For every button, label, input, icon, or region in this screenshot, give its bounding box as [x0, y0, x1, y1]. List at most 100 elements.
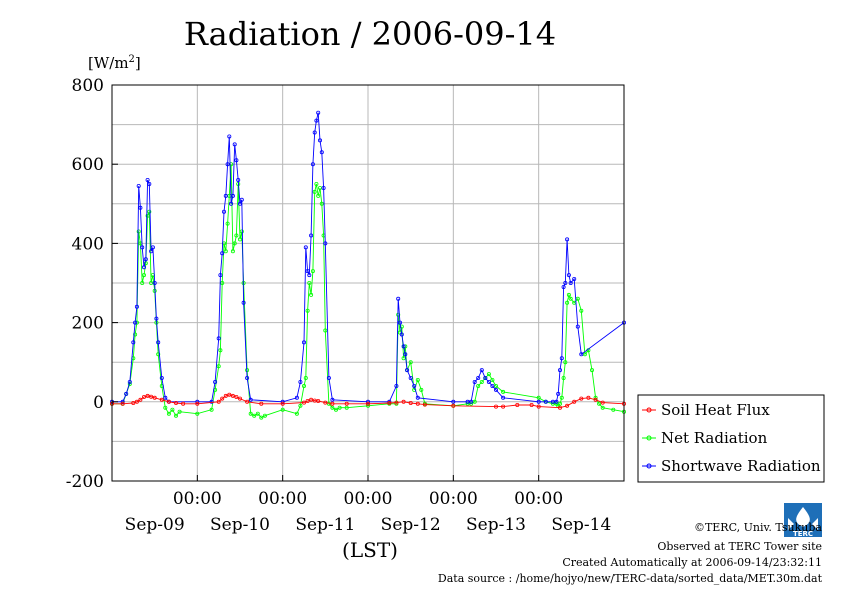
data-point: [483, 375, 488, 380]
data-point: [408, 400, 413, 405]
data-point: [561, 284, 566, 289]
data-point: [493, 404, 498, 409]
data-point: [396, 296, 401, 301]
data-point: [120, 401, 125, 406]
data-point: [147, 181, 152, 186]
data-point: [565, 237, 570, 242]
data-point: [232, 241, 237, 246]
logo-text: TERC: [793, 530, 813, 538]
data-point: [218, 348, 223, 353]
data-point: [307, 280, 312, 285]
data-point: [181, 401, 186, 406]
plot-area: [110, 110, 627, 420]
data-point: [401, 356, 406, 361]
data-point: [303, 375, 308, 380]
data-point: [337, 405, 342, 410]
y-tick-label: -200: [66, 472, 104, 492]
data-point: [303, 245, 308, 250]
data-point: [401, 344, 406, 349]
data-point: [600, 405, 605, 410]
data-point: [310, 162, 315, 167]
data-point: [559, 395, 564, 400]
y-tick-label: 400: [72, 234, 104, 254]
data-point: [403, 352, 408, 357]
legend: Soil Heat Flux Net Radiation Shortwave Rad…: [637, 394, 825, 483]
data-point: [280, 401, 285, 406]
data-point: [301, 340, 306, 345]
x-tick-time-label: 00:00: [514, 489, 563, 509]
data-point: [314, 118, 319, 123]
data-point: [316, 398, 321, 403]
data-point: [225, 162, 230, 167]
data-point: [597, 401, 602, 406]
data-point: [319, 150, 324, 155]
data-point: [556, 391, 561, 396]
data-point: [145, 393, 150, 398]
x-tick-day-label: Sep-12: [381, 515, 441, 535]
data-point: [476, 375, 481, 380]
data-point: [579, 352, 584, 357]
data-point: [213, 379, 218, 384]
data-point: [298, 379, 303, 384]
data-point: [259, 415, 264, 420]
data-point: [262, 413, 267, 418]
data-point: [149, 394, 154, 399]
data-point: [131, 400, 136, 405]
data-point: [486, 379, 491, 384]
data-point: [159, 375, 164, 380]
data-point: [241, 300, 246, 305]
data-point: [140, 280, 145, 285]
grid-lines: [112, 84, 624, 482]
data-point: [229, 201, 234, 206]
data-point: [611, 407, 616, 412]
data-point: [223, 193, 228, 198]
data-point: [138, 205, 143, 210]
legend-swatch-marker: [646, 435, 652, 441]
data-point: [536, 399, 541, 404]
data-point: [152, 280, 157, 285]
data-point: [317, 138, 322, 143]
data-point: [245, 375, 250, 380]
data-point: [399, 332, 404, 337]
data-point: [209, 399, 214, 404]
data-point: [566, 292, 571, 297]
footer-source: Data source : /home/hojyo/new/TERC-data/…: [438, 572, 823, 585]
data-point: [259, 401, 264, 406]
data-point: [563, 280, 568, 285]
data-point: [515, 402, 520, 407]
data-point: [159, 397, 164, 402]
data-point: [225, 221, 230, 226]
data-point: [419, 387, 424, 392]
data-point: [173, 413, 178, 418]
data-point: [333, 407, 338, 412]
data-point: [195, 401, 200, 406]
data-point: [220, 396, 225, 401]
legend-swatch-marker: [646, 407, 652, 413]
data-point: [230, 393, 235, 398]
data-point: [216, 336, 221, 341]
data-point: [543, 399, 548, 404]
data-point: [218, 273, 223, 278]
chart-title: Radiation / 2006-09-14: [184, 15, 556, 53]
legend-entry-label: Soil Heat Flux: [661, 401, 770, 419]
data-point: [415, 401, 420, 406]
series-line: [112, 112, 625, 403]
data-point: [150, 245, 155, 250]
data-point: [255, 411, 260, 416]
data-point: [490, 383, 495, 388]
data-point: [330, 405, 335, 410]
data-point: [579, 396, 584, 401]
data-point: [147, 209, 152, 214]
data-point: [309, 233, 314, 238]
data-point: [140, 245, 145, 250]
data-point: [415, 395, 420, 400]
data-point: [245, 399, 250, 404]
data-point: [301, 383, 306, 388]
data-point: [138, 397, 143, 402]
data-point: [472, 379, 477, 384]
data-point: [565, 403, 570, 408]
data-point: [177, 409, 182, 414]
data-point: [394, 383, 399, 388]
data-point: [365, 401, 370, 406]
logo-wave-left: [788, 518, 794, 530]
